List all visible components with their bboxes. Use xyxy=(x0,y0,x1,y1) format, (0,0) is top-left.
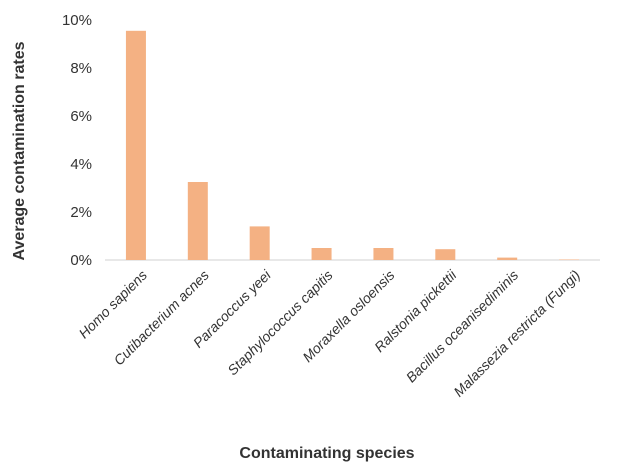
x-axis-title: Contaminating species xyxy=(239,445,414,462)
bar xyxy=(125,30,146,260)
bar xyxy=(373,248,394,260)
bars xyxy=(125,30,580,261)
bar xyxy=(249,226,270,260)
x-tick-label: Staphylococcus capitis xyxy=(224,267,335,378)
x-tick-label: Malassezia restricta (Fungi) xyxy=(450,267,583,400)
y-tick-label: 0% xyxy=(70,252,92,269)
y-tick-label: 2% xyxy=(70,204,92,221)
y-tick-label: 10% xyxy=(62,12,92,29)
bar xyxy=(497,257,518,260)
y-tick-label: 6% xyxy=(70,108,92,125)
bar xyxy=(311,248,332,260)
y-axis-title: Average contamination rates xyxy=(11,41,28,260)
bar xyxy=(559,259,580,261)
bar xyxy=(435,249,456,260)
x-tick-label: Bacillus oceanisediminis xyxy=(403,267,522,386)
y-tick-label: 8% xyxy=(70,60,92,77)
y-axis-ticks: 0% 2% 4% 6% 8% 10% xyxy=(62,12,92,269)
y-tick-label: 4% xyxy=(70,156,92,173)
bar xyxy=(187,182,208,260)
